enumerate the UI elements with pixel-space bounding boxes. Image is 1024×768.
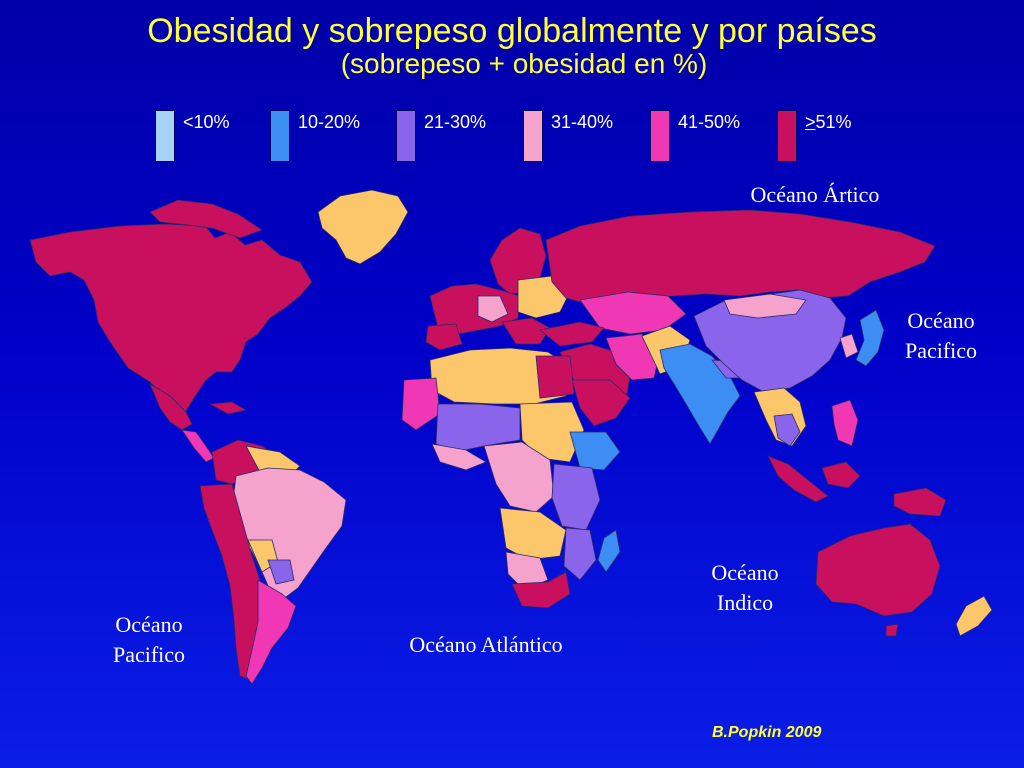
- legend-prefix: >: [805, 112, 816, 132]
- region-scandinavia: [489, 227, 547, 295]
- region-north-america: [29, 223, 313, 419]
- region-west-africa: [401, 377, 441, 431]
- map-subtitle: (sobrepeso + obesidad en %): [340, 48, 708, 79]
- region-mozambique: [563, 527, 597, 581]
- region-indonesia-east: [821, 461, 861, 489]
- region-australia: [815, 523, 941, 617]
- region-paraguay: [267, 559, 295, 585]
- legend-label: <10%: [183, 112, 230, 132]
- legend-swatch: [777, 110, 797, 162]
- region-south-africa: [511, 571, 571, 609]
- region-new-zealand: [955, 595, 993, 637]
- region-gulf-of-guinea: [431, 443, 487, 471]
- legend-label: 41-50%: [678, 112, 741, 132]
- region-ethiopia: [569, 431, 621, 471]
- legend-value: 51%: [815, 112, 852, 132]
- region-russia: [545, 209, 936, 305]
- region-north-africa: [429, 347, 571, 405]
- legend: <10% 10-20% 21-30% 31-40% 41-50% >51%: [0, 110, 1024, 164]
- region-tasmania: [885, 623, 899, 637]
- legend-label: 10-20%: [298, 112, 361, 132]
- region-korea: [839, 333, 859, 359]
- ocean-label-pacific-west: Océano Pacifico: [112, 612, 186, 667]
- region-indonesia-west: [767, 455, 829, 503]
- ocean-label-pacific-east: Océano Pacifico: [904, 308, 978, 363]
- legend-swatch: [650, 110, 670, 162]
- region-central-europe: [477, 295, 509, 323]
- legend-label: 21-30%: [424, 112, 487, 132]
- region-angola-zambia: [499, 507, 567, 561]
- region-greenland: [317, 189, 409, 265]
- region-balkans: [501, 317, 551, 345]
- region-arabia: [571, 379, 631, 427]
- region-sudan: [519, 401, 585, 463]
- region-east-africa: [551, 463, 601, 531]
- legend-swatch: [270, 110, 290, 162]
- region-madagascar: [597, 529, 621, 573]
- legend-swatch: [155, 110, 175, 162]
- ocean-label-atlantic: Océano Atlántico: [409, 632, 563, 657]
- legend-label: >51%: [805, 112, 852, 133]
- map-title: Obesidad y sobrepeso globalmente y por p…: [147, 12, 877, 50]
- region-mongolia: [723, 293, 807, 319]
- region-thailand: [773, 413, 801, 447]
- region-central-africa: [483, 441, 555, 513]
- region-central-america: [181, 429, 215, 463]
- region-iberia: [425, 323, 463, 351]
- region-canada-islands: [149, 199, 263, 239]
- ocean-label-indian: Océano Indico: [711, 560, 779, 615]
- legend-label: 31-40%: [551, 112, 614, 132]
- legend-swatch: [523, 110, 543, 162]
- credit: B.Popkin 2009: [712, 724, 822, 741]
- region-japan: [855, 309, 885, 367]
- ocean-label-arctic: Océano Ártico: [750, 182, 880, 207]
- region-papua: [893, 487, 947, 517]
- region-egypt: [535, 355, 575, 399]
- region-kazakhstan: [579, 291, 687, 335]
- region-argentina: [245, 579, 297, 685]
- region-philippines: [831, 399, 859, 447]
- region-mexico: [149, 383, 193, 431]
- region-caribbean: [208, 401, 248, 415]
- legend-swatch: [396, 110, 416, 162]
- region-turkey: [539, 321, 605, 347]
